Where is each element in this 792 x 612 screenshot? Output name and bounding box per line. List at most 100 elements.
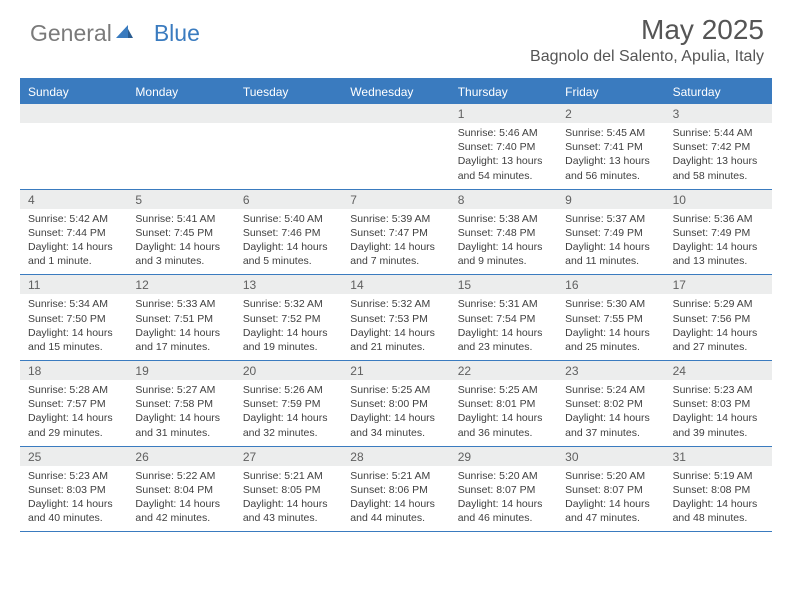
day-cell: Sunrise: 5:32 AMSunset: 7:52 PMDaylight:… — [235, 294, 342, 360]
day-number: 22 — [450, 361, 557, 380]
day-number: 13 — [235, 275, 342, 294]
sunrise-line: Sunrise: 5:37 AM — [565, 212, 658, 226]
day-number: 25 — [20, 447, 127, 466]
day-cell: Sunrise: 5:29 AMSunset: 7:56 PMDaylight:… — [665, 294, 772, 360]
day-number: 1 — [450, 104, 557, 123]
daylight-line: Daylight: 14 hours and 9 minutes. — [458, 240, 551, 268]
sunrise-line: Sunrise: 5:39 AM — [350, 212, 443, 226]
header: General Blue May 2025 Bagnolo del Salent… — [0, 0, 792, 70]
sunset-line: Sunset: 7:51 PM — [135, 312, 228, 326]
daylight-line: Daylight: 14 hours and 19 minutes. — [243, 326, 336, 354]
day-number: 23 — [557, 361, 664, 380]
sunrise-line: Sunrise: 5:20 AM — [458, 469, 551, 483]
sunset-line: Sunset: 7:47 PM — [350, 226, 443, 240]
day-number: 12 — [127, 275, 234, 294]
day-cell: Sunrise: 5:44 AMSunset: 7:42 PMDaylight:… — [665, 123, 772, 189]
weekday-wed: Wednesday — [342, 80, 449, 104]
daylight-line: Daylight: 14 hours and 7 minutes. — [350, 240, 443, 268]
sunset-line: Sunset: 8:04 PM — [135, 483, 228, 497]
sunrise-line: Sunrise: 5:32 AM — [350, 297, 443, 311]
calendar-body: 1 23 Sunrise: 5:46 AMSunset: 7:40 PMDaylig… — [20, 104, 772, 532]
day-cell: Sunrise: 5:20 AMSunset: 8:07 PMDaylight:… — [557, 466, 664, 532]
sunrise-line: Sunrise: 5:33 AM — [135, 297, 228, 311]
day-cell: Sunrise: 5:21 AMSunset: 8:06 PMDaylight:… — [342, 466, 449, 532]
calendar-week: 18192021222324Sunrise: 5:28 AMSunset: 7:… — [20, 361, 772, 447]
title-block: May 2025 Bagnolo del Salento, Apulia, It… — [530, 14, 764, 66]
sunset-line: Sunset: 7:49 PM — [565, 226, 658, 240]
sunset-line: Sunset: 7:53 PM — [350, 312, 443, 326]
sunrise-line: Sunrise: 5:40 AM — [243, 212, 336, 226]
daylight-line: Daylight: 14 hours and 42 minutes. — [135, 497, 228, 525]
sunset-line: Sunset: 7:41 PM — [565, 140, 658, 154]
sunrise-line: Sunrise: 5:28 AM — [28, 383, 121, 397]
daylight-line: Daylight: 14 hours and 44 minutes. — [350, 497, 443, 525]
day-cell: Sunrise: 5:46 AMSunset: 7:40 PMDaylight:… — [450, 123, 557, 189]
day-number: 21 — [342, 361, 449, 380]
daylight-line: Daylight: 13 hours and 54 minutes. — [458, 154, 551, 182]
day-cell: Sunrise: 5:28 AMSunset: 7:57 PMDaylight:… — [20, 380, 127, 446]
sunrise-line: Sunrise: 5:24 AM — [565, 383, 658, 397]
daylight-line: Daylight: 14 hours and 11 minutes. — [565, 240, 658, 268]
sunrise-line: Sunrise: 5:44 AM — [673, 126, 766, 140]
day-cell: Sunrise: 5:24 AMSunset: 8:02 PMDaylight:… — [557, 380, 664, 446]
daylight-line: Daylight: 14 hours and 21 minutes. — [350, 326, 443, 354]
day-cell: Sunrise: 5:41 AMSunset: 7:45 PMDaylight:… — [127, 209, 234, 275]
day-number: 2 — [557, 104, 664, 123]
weekday-header: Sunday Monday Tuesday Wednesday Thursday… — [20, 80, 772, 104]
brand-sail-icon — [114, 20, 134, 47]
sunset-line: Sunset: 7:52 PM — [243, 312, 336, 326]
day-number: 17 — [665, 275, 772, 294]
sunset-line: Sunset: 7:58 PM — [135, 397, 228, 411]
daylight-line: Daylight: 14 hours and 1 minute. — [28, 240, 121, 268]
day-cell: Sunrise: 5:26 AMSunset: 7:59 PMDaylight:… — [235, 380, 342, 446]
sunset-line: Sunset: 7:48 PM — [458, 226, 551, 240]
day-number: 5 — [127, 190, 234, 209]
day-cell: Sunrise: 5:38 AMSunset: 7:48 PMDaylight:… — [450, 209, 557, 275]
daylight-line: Daylight: 14 hours and 36 minutes. — [458, 411, 551, 439]
day-number: 14 — [342, 275, 449, 294]
day-cell: Sunrise: 5:40 AMSunset: 7:46 PMDaylight:… — [235, 209, 342, 275]
day-cell: Sunrise: 5:25 AMSunset: 8:01 PMDaylight:… — [450, 380, 557, 446]
sunrise-line: Sunrise: 5:34 AM — [28, 297, 121, 311]
day-cell: Sunrise: 5:22 AMSunset: 8:04 PMDaylight:… — [127, 466, 234, 532]
weekday-sat: Saturday — [665, 80, 772, 104]
sunset-line: Sunset: 8:03 PM — [673, 397, 766, 411]
sunrise-line: Sunrise: 5:36 AM — [673, 212, 766, 226]
daylight-line: Daylight: 14 hours and 40 minutes. — [28, 497, 121, 525]
sunrise-line: Sunrise: 5:21 AM — [350, 469, 443, 483]
day-number: 11 — [20, 275, 127, 294]
daylight-line: Daylight: 14 hours and 25 minutes. — [565, 326, 658, 354]
daylight-line: Daylight: 14 hours and 13 minutes. — [673, 240, 766, 268]
sunrise-line: Sunrise: 5:23 AM — [28, 469, 121, 483]
sunset-line: Sunset: 8:06 PM — [350, 483, 443, 497]
daylight-line: Daylight: 13 hours and 56 minutes. — [565, 154, 658, 182]
sunrise-line: Sunrise: 5:23 AM — [673, 383, 766, 397]
day-number: 28 — [342, 447, 449, 466]
day-cell: Sunrise: 5:37 AMSunset: 7:49 PMDaylight:… — [557, 209, 664, 275]
day-cell: Sunrise: 5:36 AMSunset: 7:49 PMDaylight:… — [665, 209, 772, 275]
weekday-mon: Monday — [127, 80, 234, 104]
day-number: 31 — [665, 447, 772, 466]
day-cell: Sunrise: 5:27 AMSunset: 7:58 PMDaylight:… — [127, 380, 234, 446]
sunrise-line: Sunrise: 5:41 AM — [135, 212, 228, 226]
sunset-line: Sunset: 8:07 PM — [565, 483, 658, 497]
day-number: 19 — [127, 361, 234, 380]
location: Bagnolo del Salento, Apulia, Italy — [530, 48, 764, 66]
calendar: Sunday Monday Tuesday Wednesday Thursday… — [20, 78, 772, 532]
daylight-line: Daylight: 14 hours and 46 minutes. — [458, 497, 551, 525]
day-number: 7 — [342, 190, 449, 209]
sunrise-line: Sunrise: 5:32 AM — [243, 297, 336, 311]
weekday-fri: Friday — [557, 80, 664, 104]
day-number — [342, 104, 449, 123]
day-number: 18 — [20, 361, 127, 380]
daylight-line: Daylight: 14 hours and 32 minutes. — [243, 411, 336, 439]
sunset-line: Sunset: 7:59 PM — [243, 397, 336, 411]
day-number: 20 — [235, 361, 342, 380]
day-number: 29 — [450, 447, 557, 466]
sunrise-line: Sunrise: 5:27 AM — [135, 383, 228, 397]
brand-part2: Blue — [154, 20, 200, 47]
day-number — [127, 104, 234, 123]
day-number — [20, 104, 127, 123]
sunrise-line: Sunrise: 5:19 AM — [673, 469, 766, 483]
sunset-line: Sunset: 8:01 PM — [458, 397, 551, 411]
